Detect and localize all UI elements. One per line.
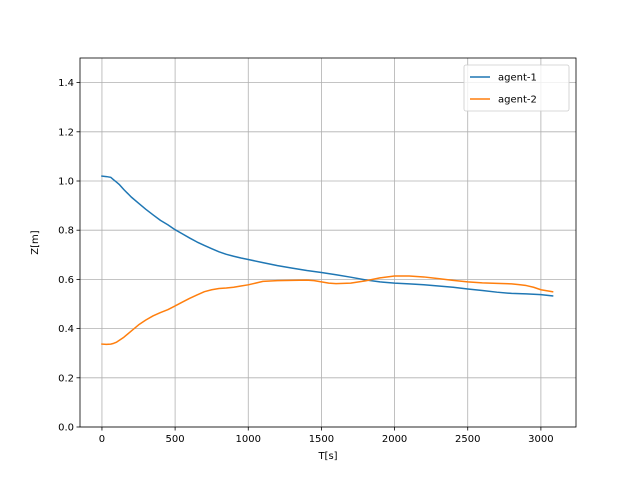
y-tick-label: 0.8 xyxy=(58,226,74,237)
axes-frame xyxy=(79,57,577,428)
x-axis: 0 500 1000 1500 2000 2500 3000 xyxy=(99,427,554,445)
series-line-agent-1 xyxy=(101,175,554,297)
legend: agent-1 agent-2 xyxy=(463,64,570,112)
legend-box xyxy=(463,64,570,112)
y-axis: 0.0 0.2 0.4 0.6 0.8 1.0 1.2 1.4 xyxy=(58,78,80,434)
y-tick-label: 0.0 xyxy=(58,423,74,434)
x-axis-label: T[s] xyxy=(317,451,337,462)
y-tick-label: 0.6 xyxy=(58,275,74,286)
x-tick-label: 1500 xyxy=(309,434,334,445)
y-tick-label: 1.0 xyxy=(58,177,74,188)
x-tick-label: 2000 xyxy=(382,434,407,445)
y-tick-label: 1.4 xyxy=(58,78,74,89)
y-tick-label: 0.4 xyxy=(58,324,74,335)
x-tick-label: 1000 xyxy=(236,434,261,445)
legend-label: agent-1 xyxy=(498,73,537,84)
x-tick-label: 3000 xyxy=(528,434,553,445)
legend-label: agent-2 xyxy=(498,95,537,106)
y-tick-label: 1.2 xyxy=(58,127,74,138)
x-tick-label: 500 xyxy=(166,434,185,445)
series-lines xyxy=(101,175,554,346)
series-line-agent-2 xyxy=(101,275,554,346)
y-tick-label: 0.2 xyxy=(58,373,74,384)
y-axis-label: Z[m] xyxy=(30,230,41,254)
x-tick-label: 0 xyxy=(99,434,105,445)
x-tick-label: 2500 xyxy=(455,434,480,445)
